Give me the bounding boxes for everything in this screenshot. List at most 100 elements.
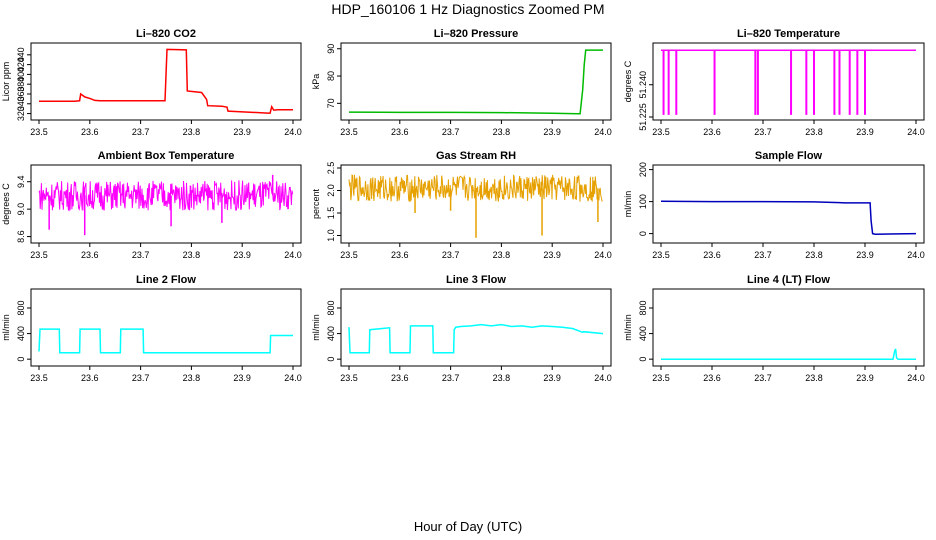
plot-frame — [652, 164, 925, 244]
y-tick-label: 9.0 — [16, 203, 26, 216]
panel-title: Line 4 (LT) Flow — [747, 274, 830, 286]
x-tick-label: 24.0 — [907, 127, 925, 137]
figure-xlabel: Hour of Day (UTC) — [414, 519, 522, 534]
y-tick-label: 0 — [16, 357, 26, 362]
x-tick-label: 23.7 — [442, 127, 460, 137]
x-tick-label: 23.8 — [183, 127, 201, 137]
x-tick-label: 23.9 — [233, 250, 251, 260]
y-tick-label: 800 — [638, 300, 648, 315]
y-tick-label: 100 — [638, 194, 648, 209]
panel-2: Li–820 Pressure kPa 23.5 23.6 23.7 23.8 23.9 24… — [311, 28, 612, 137]
plot-frame — [652, 288, 925, 367]
series-line — [38, 328, 293, 354]
y-tick-label: 380 — [16, 77, 26, 92]
y-tick-label: 800 — [16, 300, 26, 315]
y-tick-label: 0 — [326, 357, 336, 362]
x-tick-label: 23.9 — [543, 250, 561, 260]
x-tick-label: 23.9 — [233, 127, 251, 137]
plot-frame — [340, 164, 612, 244]
series-line — [348, 323, 604, 354]
x-tick-label: 23.9 — [856, 127, 874, 137]
x-tick-label: 23.5 — [340, 127, 358, 137]
x-tick-label: 23.7 — [754, 127, 772, 137]
y-tick-label: 51.240 — [638, 71, 648, 99]
y-axis-label: ml/min — [311, 314, 321, 341]
x-tick-label: 24.0 — [284, 250, 302, 260]
panel-title: Ambient Box Temperature — [98, 150, 235, 162]
x-tick-label: 23.5 — [340, 373, 358, 383]
plot-frame — [30, 288, 302, 367]
x-tick-label: 23.8 — [493, 373, 511, 383]
x-tick-label: 24.0 — [594, 373, 612, 383]
x-tick-label: 23.8 — [183, 373, 201, 383]
x-tick-label: 23.5 — [652, 250, 670, 260]
y-tick-label: 400 — [16, 67, 26, 82]
x-tick-label: 23.8 — [493, 127, 511, 137]
panel-8: Line 3 Flow ml/min 23.5 23.6 23.7 23.8 23.9 24.… — [311, 274, 612, 383]
x-tick-label: 23.8 — [805, 373, 823, 383]
y-axis-label: Licor ppm — [1, 62, 11, 102]
y-tick-label: 400 — [16, 326, 26, 341]
x-tick-label: 23.5 — [652, 127, 670, 137]
x-tick-label: 24.0 — [594, 250, 612, 260]
series-line — [348, 49, 603, 115]
x-tick-label: 23.7 — [442, 373, 460, 383]
x-tick-label: 24.0 — [284, 373, 302, 383]
panel-6: Sample Flow ml/min 23.5 23.6 23.7 23.8 23.9 24.… — [623, 150, 925, 260]
x-tick-label: 23.6 — [81, 373, 99, 383]
y-tick-label: 1.5 — [326, 207, 336, 220]
y-tick-label: 0 — [638, 357, 648, 362]
panel-5: Gas Stream RH percent 23.5 23.6 23.7 23.8 23.9… — [311, 150, 612, 260]
x-tick-label: 23.8 — [805, 250, 823, 260]
x-tick-label: 23.5 — [30, 373, 48, 383]
panel-1: Li–820 CO2 Licor ppm 23.5 23.6 23.7 23.8 23.9 2… — [1, 28, 302, 137]
series-line — [38, 180, 294, 212]
x-tick-label: 23.9 — [233, 373, 251, 383]
plot-frame — [30, 164, 302, 244]
x-tick-label: 23.5 — [30, 127, 48, 137]
x-tick-label: 23.6 — [391, 127, 409, 137]
x-tick-label: 23.7 — [132, 127, 150, 137]
y-tick-label: 1.0 — [326, 229, 336, 242]
y-axis-label: ml/min — [623, 314, 633, 341]
x-tick-label: 23.5 — [652, 373, 670, 383]
y-tick-label: 51.225 — [638, 103, 648, 131]
panel-title: Line 3 Flow — [446, 274, 506, 286]
x-tick-label: 23.5 — [30, 250, 48, 260]
x-tick-label: 23.9 — [543, 127, 561, 137]
y-axis-label: ml/min — [623, 191, 633, 218]
x-tick-label: 24.0 — [284, 127, 302, 137]
y-tick-label: 80 — [326, 71, 336, 81]
y-tick-label: 2.5 — [326, 162, 336, 175]
series-line — [660, 200, 917, 235]
y-tick-label: 800 — [326, 300, 336, 315]
x-tick-label: 23.8 — [493, 250, 511, 260]
x-tick-label: 23.7 — [132, 373, 150, 383]
y-tick-label: 400 — [638, 326, 648, 341]
x-tick-label: 23.5 — [340, 250, 358, 260]
y-tick-label: 90 — [326, 44, 336, 54]
x-tick-label: 23.9 — [856, 250, 874, 260]
x-tick-label: 23.6 — [391, 373, 409, 383]
panel-4: Ambient Box Temperature degrees C 23.5 23.6… — [1, 150, 302, 260]
x-tick-label: 23.7 — [442, 250, 460, 260]
y-tick-label: 440 — [16, 47, 26, 62]
x-tick-label: 23.6 — [81, 250, 99, 260]
x-tick-label: 23.7 — [754, 373, 772, 383]
x-tick-label: 23.7 — [754, 250, 772, 260]
series-line — [39, 48, 293, 114]
y-tick-label: 9.4 — [16, 175, 26, 188]
plot-frame — [30, 42, 302, 121]
x-tick-label: 23.6 — [703, 127, 721, 137]
panel-title: Li–820 CO2 — [136, 28, 196, 40]
plot-frame — [652, 42, 925, 121]
figure-title: HDP_160106 1 Hz Diagnostics Zoomed PM — [331, 1, 604, 17]
x-tick-label: 24.0 — [907, 373, 925, 383]
panel-title: Gas Stream RH — [436, 150, 516, 162]
panel-title: Li–820 Pressure — [434, 28, 518, 40]
y-axis-label: percent — [311, 188, 321, 219]
y-axis-label: degrees C — [623, 60, 633, 102]
x-tick-label: 23.6 — [703, 250, 721, 260]
x-tick-label: 23.8 — [183, 250, 201, 260]
x-tick-label: 24.0 — [907, 250, 925, 260]
